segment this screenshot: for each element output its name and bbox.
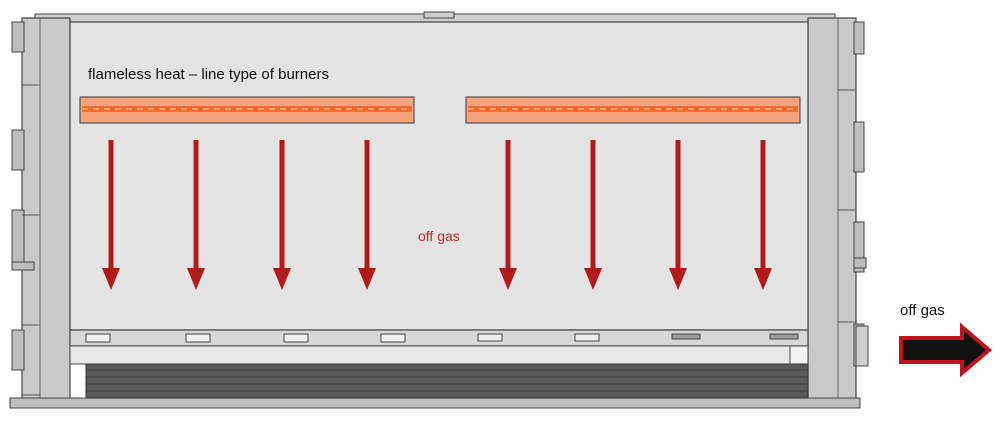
right-arrow-icon (899, 322, 993, 378)
left-wall (21, 17, 71, 404)
off-gas-inner-label: off gas (418, 228, 460, 244)
off-gas-outer-label: off gas (900, 302, 945, 319)
burner-right (465, 96, 801, 124)
outlet-stub (855, 325, 869, 367)
burner-left (79, 96, 415, 124)
burner-type-label: flameless heat – line type of burners (88, 66, 329, 83)
furnace-frame (9, 11, 867, 409)
base-plate (9, 397, 861, 409)
exhaust-channel (69, 329, 809, 399)
